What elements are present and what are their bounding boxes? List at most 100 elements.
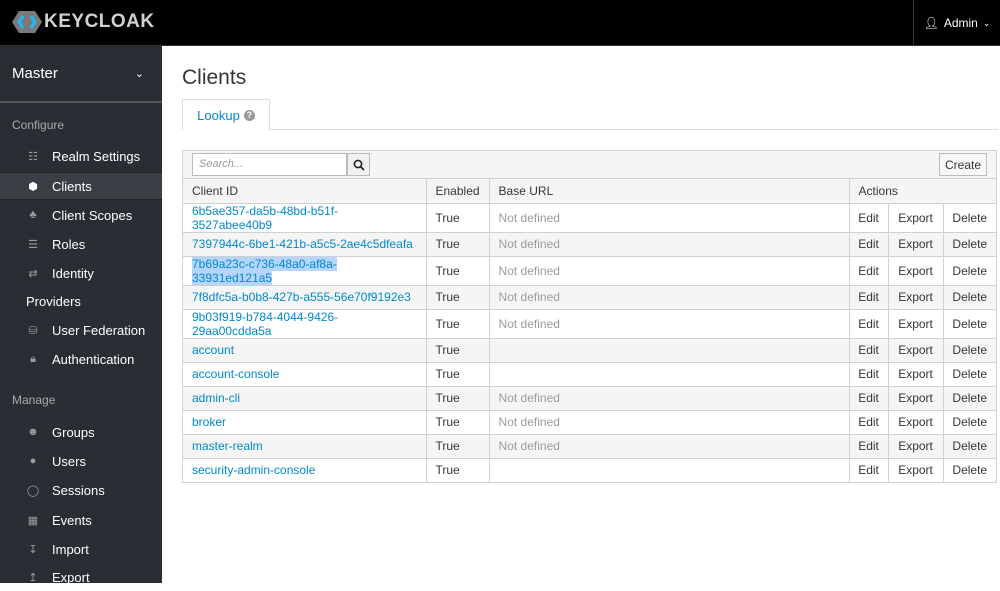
sidebar-item-providers[interactable]: Providers [0, 287, 162, 315]
create-button[interactable]: Create [939, 153, 987, 176]
delete-button[interactable]: Delete [942, 231, 996, 257]
sidebar-item-sessions[interactable]: ◯ Sessions [0, 476, 162, 504]
client-id-link[interactable]: 7f8dfc5a-b0b8-427b-a555-56e70f9192e3 [192, 290, 411, 304]
client-id-link[interactable]: broker [192, 415, 227, 429]
enabled-cell: True [425, 202, 490, 233]
sidebar-item-label: Identity [52, 265, 94, 281]
base-url-cell: Not defined [488, 308, 850, 339]
search-button[interactable] [347, 153, 370, 176]
client-id-link[interactable]: master-realm [192, 439, 263, 453]
sidebar-item-label: Groups [52, 424, 95, 440]
export-button[interactable]: Export [887, 433, 944, 459]
sidebar-item-events[interactable]: ▦ Events [0, 506, 162, 534]
sidebar-item-label: Users [52, 453, 86, 469]
delete-button[interactable]: Delete [942, 361, 996, 387]
tab-label: Lookup [197, 107, 240, 123]
client-id-link[interactable]: account-console [192, 367, 280, 381]
chevron-down-icon: ⌄ [982, 17, 991, 28]
delete-button[interactable]: Delete [942, 255, 996, 286]
base-url-cell: Not defined [488, 255, 850, 286]
sidebar-item-authentication[interactable]: 🔒︎ Authentication [0, 345, 162, 373]
export-button[interactable]: Export [887, 231, 944, 257]
edit-button[interactable]: Edit [848, 433, 889, 459]
sidebar-item-client-scopes[interactable]: ♣ Client Scopes [0, 201, 162, 229]
sidebar-item-label: Export [52, 569, 90, 585]
cubes-icon: ♣ [29, 209, 37, 221]
sidebar-item-identity[interactable]: ⇄ Identity [0, 259, 162, 287]
search-input[interactable]: Search... [192, 153, 347, 176]
edit-button[interactable]: Edit [848, 361, 889, 387]
edit-button[interactable]: Edit [848, 284, 889, 310]
export-button[interactable]: Export [887, 409, 944, 435]
export-button[interactable]: Export [887, 284, 944, 310]
edit-button[interactable]: Edit [848, 337, 889, 363]
base-url-cell [488, 361, 850, 387]
export-button[interactable]: Export [887, 361, 944, 387]
client-id-link[interactable]: 7b69a23c-c736-48a0-af8a-33931ed121a5 [192, 256, 337, 285]
tab-lookup[interactable]: Lookup? [182, 99, 270, 131]
column-base-url: Base URL [488, 179, 850, 204]
table-row: broker True Not defined Edit Export Dele… [183, 409, 996, 435]
keycloak-logo[interactable]: KEYCLOAK [12, 10, 155, 34]
sidebar-item-import[interactable]: ↧ Import [0, 535, 162, 563]
edit-button[interactable]: Edit [848, 202, 889, 233]
lock-icon: 🔒︎ [30, 352, 36, 365]
delete-button[interactable]: Delete [942, 385, 996, 411]
export-button[interactable]: Export [887, 385, 944, 411]
edit-button[interactable]: Edit [848, 457, 889, 482]
edit-button[interactable]: Edit [848, 308, 889, 339]
sidebar-item-realm-settings[interactable]: ☷ Realm Settings [0, 142, 162, 170]
enabled-cell: True [425, 433, 490, 459]
exchange-icon: ⇄ [28, 267, 38, 280]
edit-button[interactable]: Edit [848, 231, 889, 257]
realm-name: Master [12, 65, 58, 82]
sidebar-item-export[interactable]: ↥ Export [0, 563, 162, 591]
edit-button[interactable]: Edit [848, 255, 889, 286]
client-id-link[interactable]: admin-cli [192, 391, 241, 405]
top-bar: KEYCLOAK 👤︎ Admin ⌄ [0, 0, 1000, 46]
base-url-cell: Not defined [488, 231, 850, 257]
export-icon: ↥ [28, 571, 38, 584]
enabled-cell: True [425, 255, 490, 286]
delete-button[interactable]: Delete [942, 337, 996, 363]
export-button[interactable]: Export [887, 457, 944, 482]
table-row: account-console True Edit Export Delete [183, 361, 996, 387]
enabled-cell: True [425, 385, 490, 411]
delete-button[interactable]: Delete [942, 284, 996, 310]
export-button[interactable]: Export [887, 255, 944, 286]
base-url-cell [488, 457, 850, 482]
export-button[interactable]: Export [887, 202, 944, 233]
sidebar-item-roles[interactable]: ☰ Roles [0, 230, 162, 258]
table-row: 9b03f919-b784-4044-9426-29aa00cdda5a Tru… [183, 308, 996, 339]
client-id-link[interactable]: security-admin-console [192, 463, 316, 478]
delete-button[interactable]: Delete [942, 457, 996, 482]
delete-button[interactable]: Delete [942, 409, 996, 435]
enabled-cell: True [425, 308, 490, 339]
table-row: master-realm True Not defined Edit Expor… [183, 433, 996, 459]
client-id-link[interactable]: 6b5ae357-da5b-48bd-b51f-3527abee40b9 [192, 203, 339, 232]
edit-button[interactable]: Edit [848, 385, 889, 411]
help-icon[interactable]: ? [243, 109, 255, 121]
table-row: security-admin-console True Edit Export … [183, 457, 996, 482]
enabled-cell: True [425, 231, 490, 257]
realm-selector[interactable]: Master ⌄ [0, 46, 162, 103]
edit-button[interactable]: Edit [848, 409, 889, 435]
sidebar-item-label: Realm Settings [52, 148, 141, 164]
delete-button[interactable]: Delete [942, 433, 996, 459]
client-id-link[interactable]: 7397944c-6be1-421b-a5c5-2ae4c5dfeafa [192, 237, 413, 251]
export-button[interactable]: Export [887, 337, 944, 363]
delete-button[interactable]: Delete [942, 308, 996, 339]
enabled-cell: True [425, 361, 490, 387]
table-row: 7b69a23c-c736-48a0-af8a-33931ed121a5 Tru… [183, 255, 996, 286]
sidebar-item-label: User Federation [52, 322, 146, 338]
sidebar-item-user-federation[interactable]: ⛁ User Federation [0, 316, 162, 344]
sidebar-item-clients[interactable]: ⬢ Clients [0, 172, 162, 200]
sidebar-item-groups[interactable]: ☻ Groups [0, 418, 162, 446]
sidebar-item-users[interactable]: ● Users [0, 447, 162, 475]
client-id-link[interactable]: account [192, 343, 235, 357]
delete-button[interactable]: Delete [942, 202, 996, 233]
clients-table: Search... Create Client ID Enabled Base … [182, 150, 997, 483]
user-menu[interactable]: 👤︎ Admin ⌄ [913, 0, 1000, 46]
client-id-link[interactable]: 9b03f919-b784-4044-9426-29aa00cdda5a [192, 309, 339, 338]
export-button[interactable]: Export [887, 308, 944, 339]
